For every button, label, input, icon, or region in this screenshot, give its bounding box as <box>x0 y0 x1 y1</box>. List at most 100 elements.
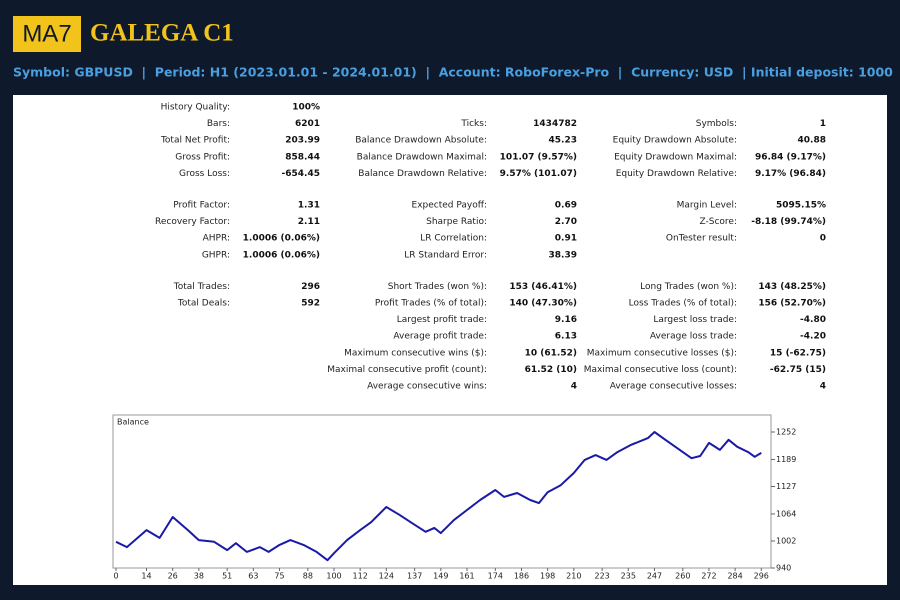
stat-value: -62.75 (15) <box>770 365 826 375</box>
x-tick-label: 235 <box>621 572 636 581</box>
stat-label: Z-Score: <box>700 217 738 227</box>
stat-value: 4 <box>820 382 826 392</box>
stat-value: 156 (52.70%) <box>758 299 826 309</box>
stat-label: Long Trades (won %): <box>640 282 737 292</box>
stat-value: 40.88 <box>798 136 826 146</box>
stat-value: 1.0006 (0.06%) <box>243 250 320 260</box>
stat-label: Equity Drawdown Absolute: <box>613 136 737 146</box>
stat-label: Bars: <box>207 119 230 129</box>
x-tick-label: 174 <box>488 572 503 581</box>
info-line: Symbol: GBPUSD | Period: H1 (2023.01.01 … <box>13 65 900 80</box>
x-tick-label: 161 <box>459 572 474 581</box>
stat-value: 101.07 (9.57%) <box>500 152 577 162</box>
x-tick-label: 26 <box>168 572 178 581</box>
stat-value: 9.16 <box>555 315 577 325</box>
y-tick-label: 1189 <box>776 455 796 464</box>
stat-label: Total Deals: <box>177 299 230 309</box>
stat-label: Gross Loss: <box>179 169 230 179</box>
x-tick-label: 137 <box>407 572 422 581</box>
stat-value: 1434782 <box>533 119 577 129</box>
x-tick-label: 51 <box>222 572 232 581</box>
stat-label: Largest profit trade: <box>397 315 487 325</box>
stat-label: LR Correlation: <box>420 234 487 244</box>
stat-value: 4 <box>571 382 577 392</box>
stat-value: 296 <box>301 282 320 292</box>
x-tick-label: 112 <box>353 572 368 581</box>
x-tick-label: 296 <box>754 572 769 581</box>
stat-value: 2.11 <box>298 217 320 227</box>
y-tick-label: 1002 <box>776 536 796 545</box>
x-tick-label: 63 <box>248 572 258 581</box>
stat-value: 6.13 <box>555 332 577 342</box>
stat-label: Maximum consecutive losses ($): <box>587 348 737 358</box>
title: GALEGA C1 <box>90 20 234 47</box>
stat-value: 203.99 <box>285 136 320 146</box>
stat-label: Balance Drawdown Absolute: <box>355 136 487 146</box>
y-tick-label: 1064 <box>776 509 796 518</box>
x-tick-label: 186 <box>514 572 529 581</box>
stat-value: 15 (-62.75) <box>770 348 826 358</box>
stat-label: Total Net Profit: <box>160 136 230 146</box>
stat-value: 2.70 <box>555 217 577 227</box>
stat-value: 143 (48.25%) <box>758 282 826 292</box>
stat-label: Average loss trade: <box>650 332 737 342</box>
chart-title: Balance <box>117 418 149 427</box>
x-tick-label: 223 <box>594 572 609 581</box>
stat-label: Largest loss trade: <box>653 315 737 325</box>
stat-label: Margin Level: <box>677 201 737 211</box>
x-tick-label: 75 <box>274 572 284 581</box>
stat-label: Average consecutive wins: <box>367 382 487 392</box>
stat-label: Profit Trades (% of total): <box>375 299 487 309</box>
stat-label: Total Trades: <box>173 282 230 292</box>
stat-label: Maximal consecutive loss (count): <box>584 365 737 375</box>
stat-value: 96.84 (9.17%) <box>755 152 826 162</box>
stat-value: 592 <box>301 299 320 309</box>
stat-label: Ticks: <box>460 119 487 129</box>
stat-value: 45.23 <box>549 136 577 146</box>
stat-label: LR Standard Error: <box>404 250 487 260</box>
stat-label: Profit Factor: <box>173 201 230 211</box>
x-tick-label: 149 <box>433 572 448 581</box>
stat-value: 140 (47.30%) <box>509 299 577 309</box>
x-tick-label: 260 <box>675 572 690 581</box>
stat-label: AHPR: <box>203 234 230 244</box>
stat-value: 10 (61.52) <box>525 348 577 358</box>
x-tick-label: 198 <box>540 572 555 581</box>
stat-label: OnTester result: <box>666 234 737 244</box>
stat-value: 38.39 <box>549 250 577 260</box>
x-tick-label: 284 <box>727 572 742 581</box>
stat-label: Balance Drawdown Relative: <box>358 169 487 179</box>
y-tick-label: 1127 <box>776 482 796 491</box>
chart-frame <box>112 414 772 569</box>
stat-value: 6201 <box>295 119 320 129</box>
stat-value: 1.0006 (0.06%) <box>243 234 320 244</box>
x-tick-label: 210 <box>566 572 581 581</box>
y-tick-label: 1252 <box>776 428 796 437</box>
y-tick-label: 940 <box>776 564 791 573</box>
stat-value: 0.91 <box>555 234 577 244</box>
x-tick-label: 14 <box>141 572 151 581</box>
stat-label: Maximal consecutive profit (count): <box>327 365 487 375</box>
stat-label: History Quality: <box>161 103 230 113</box>
stat-label: Equity Drawdown Relative: <box>616 169 737 179</box>
stat-label: Recovery Factor: <box>155 217 230 227</box>
x-tick-label: 272 <box>701 572 716 581</box>
stat-value: 0 <box>820 234 826 244</box>
stat-value: 0.69 <box>555 201 577 211</box>
stat-label: Average consecutive losses: <box>610 382 737 392</box>
stat-value: -8.18 (99.74%) <box>751 217 826 227</box>
stat-value: 5095.15% <box>776 201 826 211</box>
stat-value: 1 <box>820 119 826 129</box>
stat-value: 100% <box>292 103 320 113</box>
stat-label: Balance Drawdown Maximal: <box>357 152 487 162</box>
balance-line <box>115 431 762 562</box>
stat-value: -4.20 <box>800 332 826 342</box>
x-tick-label: 100 <box>326 572 341 581</box>
stat-value: 153 (46.41%) <box>509 282 577 292</box>
stat-value: 9.17% (96.84) <box>755 169 826 179</box>
stat-value: 9.57% (101.07) <box>500 169 577 179</box>
stat-value: -4.80 <box>800 315 826 325</box>
logo-box <box>13 16 81 52</box>
x-tick-label: 124 <box>379 572 394 581</box>
